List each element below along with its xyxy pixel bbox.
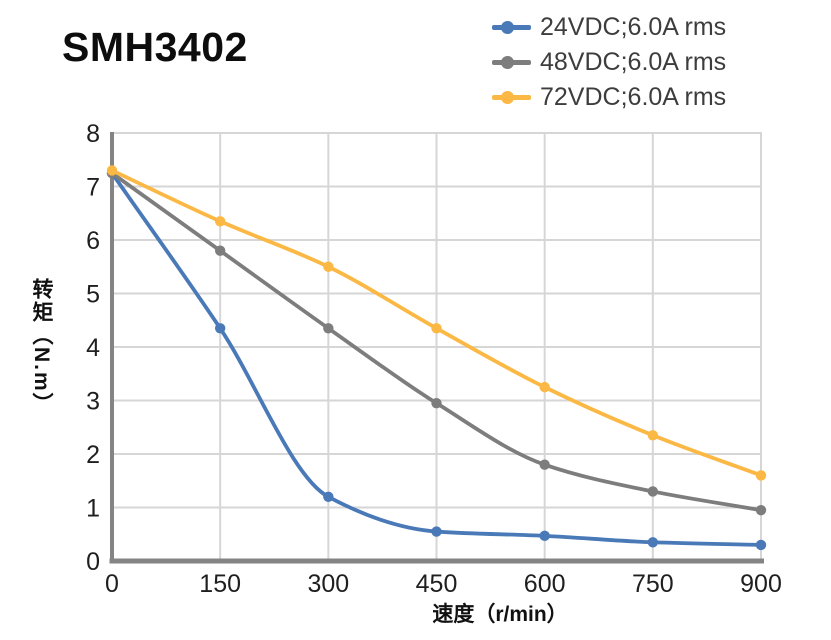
svg-text:900: 900 bbox=[740, 570, 782, 598]
x-axis-title: 速度（r/min） bbox=[432, 603, 568, 626]
svg-text:300: 300 bbox=[307, 570, 349, 598]
y-axis-title-wrap: 转矩（N.m） bbox=[22, 133, 60, 561]
legend-label: 48VDC;6.0A rms bbox=[540, 48, 727, 76]
legend-marker-dot bbox=[501, 21, 514, 34]
legend-marker-dot bbox=[501, 56, 514, 69]
legend-item: 24VDC;6.0A rms bbox=[492, 10, 726, 45]
chart-title: SMH3402 bbox=[62, 24, 248, 70]
svg-text:750: 750 bbox=[632, 570, 674, 598]
svg-text:150: 150 bbox=[199, 570, 241, 598]
legend-item: 72VDC;6.0A rms bbox=[492, 80, 726, 115]
svg-text:3: 3 bbox=[86, 388, 100, 416]
legend-marker bbox=[492, 55, 531, 70]
legend-label: 72VDC;6.0A rms bbox=[540, 83, 727, 111]
legend-marker bbox=[492, 90, 531, 105]
svg-text:2: 2 bbox=[86, 441, 100, 469]
svg-text:4: 4 bbox=[86, 334, 100, 362]
svg-text:7: 7 bbox=[86, 174, 100, 202]
svg-text:450: 450 bbox=[416, 570, 458, 598]
svg-text:600: 600 bbox=[524, 570, 566, 598]
svg-text:6: 6 bbox=[86, 227, 100, 255]
legend: 24VDC;6.0A rms 48VDC;6.0A rms 72VDC;6.0A… bbox=[492, 10, 726, 115]
svg-text:0: 0 bbox=[86, 548, 100, 576]
legend-marker-dot bbox=[501, 91, 514, 104]
svg-text:0: 0 bbox=[105, 570, 119, 598]
svg-text:8: 8 bbox=[86, 120, 100, 148]
legend-item: 48VDC;6.0A rms bbox=[492, 45, 726, 80]
svg-text:1: 1 bbox=[86, 495, 100, 523]
legend-marker bbox=[492, 20, 531, 35]
svg-text:5: 5 bbox=[86, 281, 100, 309]
legend-label: 24VDC;6.0A rms bbox=[540, 13, 727, 41]
y-axis-title: 转矩（N.m） bbox=[30, 278, 53, 416]
